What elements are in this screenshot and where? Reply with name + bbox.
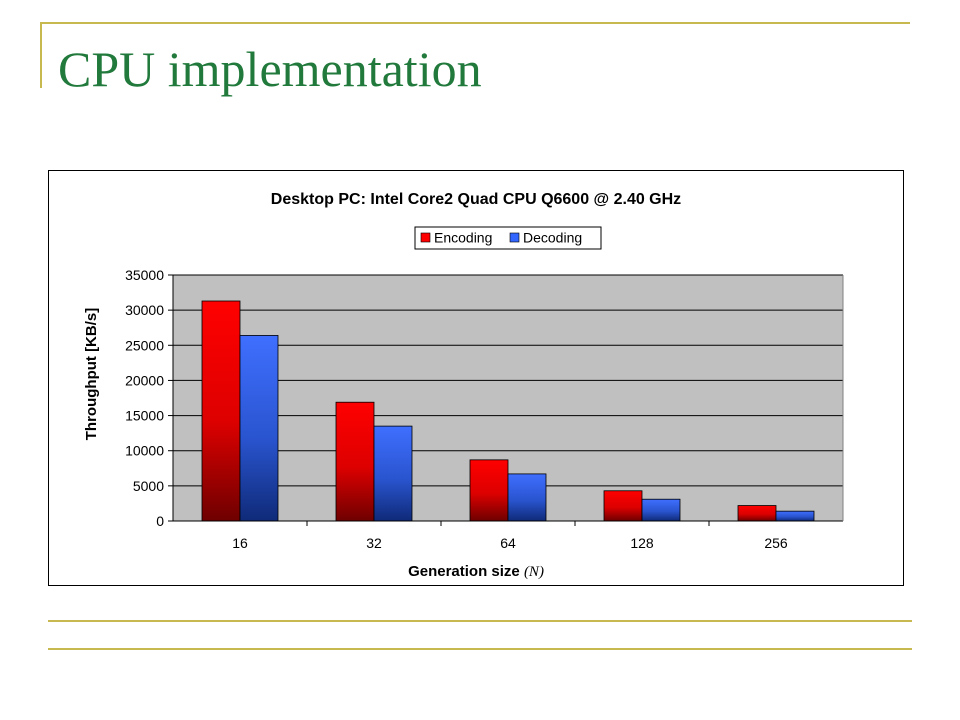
legend-swatch-decoding (509, 232, 520, 243)
y-tick-label: 35000 (125, 267, 164, 283)
bar-decoding-32 (373, 425, 413, 522)
legend-swatch-encoding (420, 232, 431, 243)
chart-title: Desktop PC: Intel Core2 Quad CPU Q6600 @… (271, 191, 681, 208)
bar-encoding-32 (335, 401, 375, 522)
x-tick-label: 128 (630, 535, 654, 551)
y-tick-label: 30000 (125, 302, 164, 318)
y-tick-label: 0 (156, 513, 164, 529)
slide-title: CPU implementation (58, 41, 482, 97)
y-axis-label: Throughput [KB/s] (83, 308, 100, 440)
legend-label-decoding: Decoding (523, 230, 582, 246)
x-tick-label: 32 (366, 535, 382, 551)
chart-legend: Encoding Decoding (414, 226, 602, 250)
bottom-rule-lower (48, 648, 912, 650)
bar-encoding-64 (469, 459, 509, 522)
y-tick-labels: 0 5000 10000 15000 20000 25000 30000 35000 (125, 267, 164, 529)
bar-encoding-16 (201, 300, 241, 522)
bar-decoding-64 (507, 473, 547, 522)
top-vertical-rule (40, 22, 42, 88)
y-tick-label: 25000 (125, 337, 164, 353)
x-tick-label: 256 (764, 535, 788, 551)
bar-encoding-128 (603, 490, 643, 522)
bottom-rule-upper (48, 620, 912, 622)
bar-decoding-128 (641, 498, 681, 522)
x-tick-label: 16 (232, 535, 248, 551)
x-tick-label: 64 (500, 535, 516, 551)
y-tick-label: 10000 (125, 443, 164, 459)
axes (168, 274, 844, 526)
chart-frame: Desktop PC: Intel Core2 Quad CPU Q6600 @… (48, 170, 904, 586)
x-axis-label-main: Generation size (408, 563, 524, 580)
bar-decoding-16 (239, 335, 279, 522)
legend-label-encoding: Encoding (434, 230, 492, 246)
y-tick-label: 5000 (133, 478, 164, 494)
bar-encoding-256 (737, 505, 777, 522)
legend-box (414, 226, 602, 250)
y-tick-label: 20000 (125, 372, 164, 388)
top-horizontal-rule (40, 22, 910, 24)
x-axis-label-variable: (N) (524, 564, 544, 580)
x-tick-labels: 16 32 64 128 256 (232, 535, 788, 551)
x-axis-label: Generation size (N) (408, 563, 544, 580)
bar-chart: Desktop PC: Intel Core2 Quad CPU Q6600 @… (83, 191, 844, 580)
y-tick-label: 15000 (125, 408, 164, 424)
gridlines (173, 274, 843, 487)
bars (201, 300, 815, 522)
bar-decoding-256 (775, 510, 815, 522)
